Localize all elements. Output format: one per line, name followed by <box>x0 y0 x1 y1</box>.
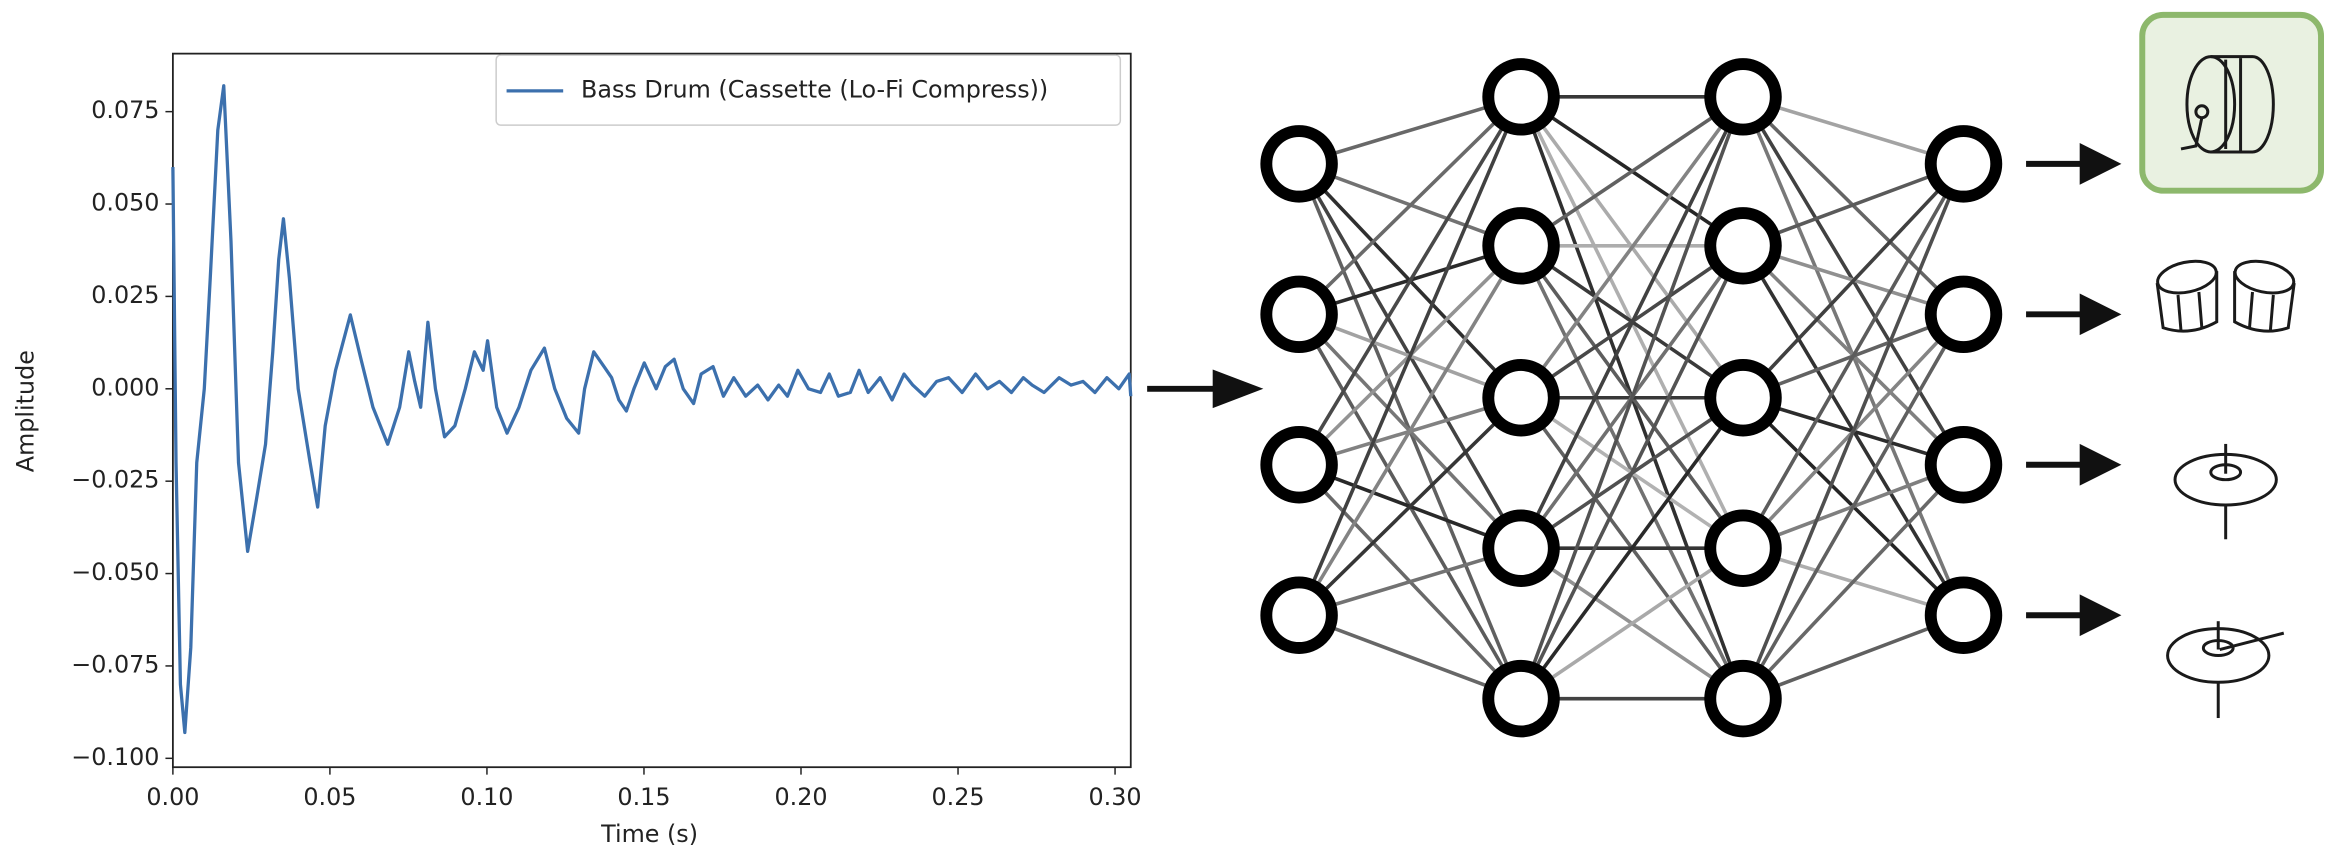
edge <box>1520 546 1745 701</box>
neuron <box>1482 58 1560 136</box>
neuron <box>1924 426 2003 504</box>
neuron <box>1924 576 2003 654</box>
y-tick-label: 0.075 <box>91 96 159 124</box>
x-tick-label: 0.25 <box>931 783 984 811</box>
arrows <box>1147 143 2122 637</box>
edge <box>1520 95 1745 248</box>
y-tick-label: 0.000 <box>91 373 159 401</box>
y-tick-label: −0.050 <box>71 558 159 586</box>
edge <box>1519 396 1745 700</box>
neuron <box>1260 275 1338 354</box>
edge <box>1519 96 1745 700</box>
x-axis-label: Time (s) <box>600 820 698 848</box>
neuron <box>1704 207 1782 285</box>
toms-icon <box>2155 259 2296 333</box>
cymbal-icon <box>2173 443 2278 540</box>
x-tick-label: 0.20 <box>774 783 827 811</box>
selected-highlight <box>2139 11 2325 194</box>
x-tick-label: 0.30 <box>1089 783 1142 811</box>
edge <box>1297 95 1523 316</box>
neuron <box>1260 125 1338 203</box>
neuron <box>1260 426 1338 504</box>
edge <box>1741 162 1965 399</box>
neuron <box>1704 659 1782 738</box>
y-tick-label: −0.025 <box>71 466 159 494</box>
edge <box>1298 613 1522 701</box>
edge <box>1741 162 1966 550</box>
bass-drum-icon <box>2180 55 2275 154</box>
edge <box>1742 162 1965 248</box>
neuron <box>1704 359 1782 437</box>
y-axis-label: Amplitude <box>11 350 39 472</box>
edge <box>1297 244 1523 617</box>
y-tick-label: −0.100 <box>71 743 159 771</box>
neuron <box>1704 58 1782 136</box>
legend: Bass Drum (Cassette (Lo-Fi Compress)) <box>495 54 1122 126</box>
neuron <box>1482 509 1560 587</box>
waveform-line <box>171 84 1133 735</box>
x-tick-label: 0.10 <box>460 783 513 811</box>
x-tick-label: 0.15 <box>617 783 670 811</box>
neuron <box>1260 576 1338 654</box>
neuron <box>1482 207 1560 285</box>
edge <box>1741 463 1965 700</box>
edge <box>1741 313 1966 700</box>
y-tick-label: 0.050 <box>91 189 159 217</box>
edge <box>1297 95 1523 466</box>
legend-box <box>495 54 1122 126</box>
neuron <box>1482 359 1560 437</box>
edge <box>1519 245 1745 700</box>
neuron <box>1924 125 2003 203</box>
ride-cymbal-icon <box>2166 621 2285 719</box>
edge <box>1297 96 1523 616</box>
edge <box>1519 95 1745 399</box>
legend-label: Bass Drum (Cassette (Lo-Fi Compress)) <box>581 75 1048 103</box>
edge <box>1741 163 1966 700</box>
neural-network <box>1260 58 2003 738</box>
neuron <box>1924 275 2003 354</box>
instrument-icons <box>2139 11 2325 719</box>
plot-frame <box>171 52 1132 769</box>
y-tick-label: 0.025 <box>91 281 159 309</box>
x-tick-label: 0.05 <box>303 783 356 811</box>
y-tick-label: −0.075 <box>71 650 159 678</box>
x-tick-label: 0.00 <box>146 783 199 811</box>
neuron <box>1482 659 1560 738</box>
edge <box>1742 613 1965 701</box>
neuron <box>1704 509 1782 587</box>
edge <box>1519 96 1745 549</box>
edge <box>1297 396 1523 617</box>
